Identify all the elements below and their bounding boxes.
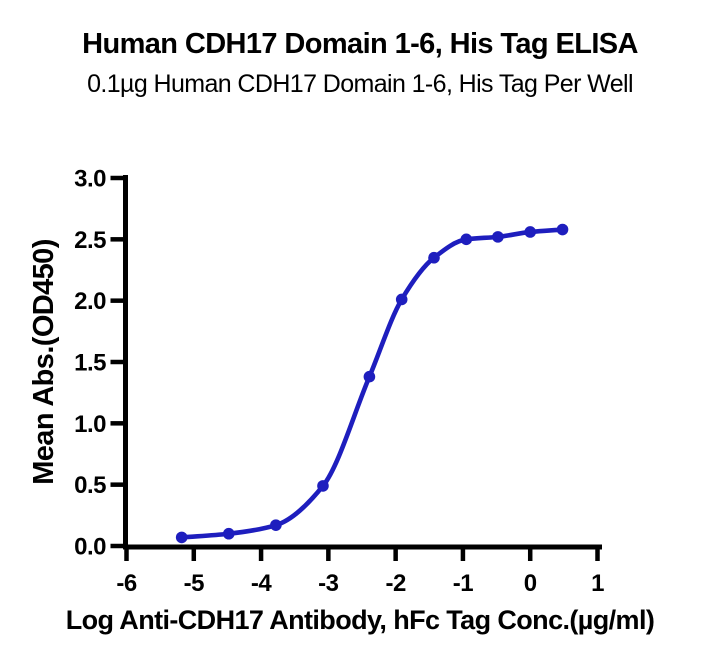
x-tick-label: -5 xyxy=(184,570,204,597)
y-tick-label: 0.5 xyxy=(74,472,106,499)
x-tick-label: -4 xyxy=(251,570,272,597)
chart-title: Human CDH17 Domain 1-6, His Tag ELISA xyxy=(82,28,638,60)
chart-subtitle: 0.1µg Human CDH17 Domain 1-6, His Tag Pe… xyxy=(87,70,633,98)
data-point xyxy=(395,293,408,306)
data-point xyxy=(460,233,473,246)
data-point xyxy=(556,223,569,236)
x-axis-ticks: -6 -5 -4 -3 -2 -1 0 1 xyxy=(116,549,605,597)
x-tick-label: -6 xyxy=(116,570,136,597)
x-tick-label: -1 xyxy=(453,570,473,597)
data-point xyxy=(175,531,188,544)
axes xyxy=(123,175,602,550)
x-axis-label: Log Anti-CDH17 Antibody, hFc Tag Conc.(µ… xyxy=(66,605,655,635)
x-tick-label: -3 xyxy=(318,570,338,597)
y-tick-label: 0.0 xyxy=(74,534,106,561)
y-tick-label: 1.0 xyxy=(74,411,106,438)
data-point xyxy=(222,527,235,540)
y-tick-label: 2.0 xyxy=(74,288,106,315)
y-tick-label: 1.5 xyxy=(74,350,106,377)
data-points xyxy=(175,223,569,544)
y-axis-label: Mean Abs.(OD450) xyxy=(28,239,60,485)
y-tick-label: 2.5 xyxy=(74,227,106,254)
data-point xyxy=(428,251,440,264)
y-tick-label: 3.0 xyxy=(74,166,106,193)
x-tick-label: 0 xyxy=(524,570,537,597)
data-point xyxy=(524,226,537,238)
fit-curve xyxy=(179,227,565,540)
x-tick-label: 1 xyxy=(591,570,604,597)
data-point xyxy=(317,480,329,492)
data-point xyxy=(270,519,282,531)
x-tick-label: -2 xyxy=(385,570,405,597)
y-axis-ticks: 0.0 0.5 1.0 1.5 2.0 2.5 3.0 xyxy=(74,166,124,561)
data-point xyxy=(492,231,504,243)
data-point xyxy=(363,370,376,383)
